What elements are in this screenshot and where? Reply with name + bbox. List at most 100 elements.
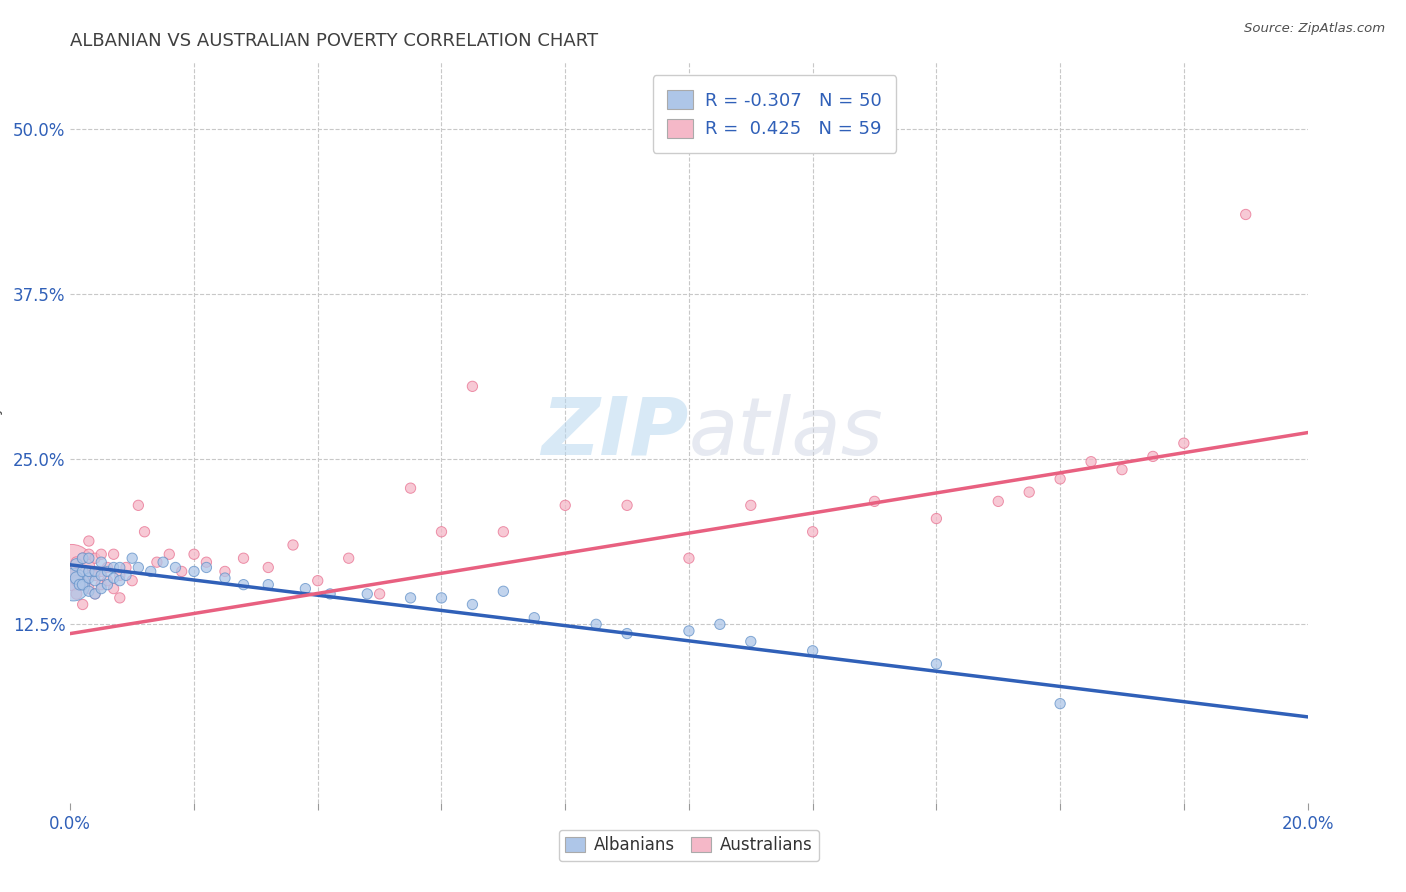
- Point: [337, 551, 360, 566]
- Point: [294, 582, 316, 596]
- Point: [356, 587, 378, 601]
- Point: [77, 565, 100, 579]
- Point: [121, 551, 143, 566]
- Point: [585, 617, 607, 632]
- Point: [195, 555, 218, 569]
- Point: [1234, 207, 1257, 221]
- Point: [165, 560, 187, 574]
- Point: [139, 565, 162, 579]
- Point: [108, 568, 131, 582]
- Point: [307, 574, 329, 588]
- Point: [257, 560, 280, 574]
- Point: [554, 499, 576, 513]
- Y-axis label: Poverty: Poverty: [44, 403, 59, 462]
- Point: [170, 565, 193, 579]
- Point: [60, 560, 83, 574]
- Point: [62, 577, 84, 591]
- Point: [90, 555, 112, 569]
- Point: [461, 379, 484, 393]
- Point: [399, 591, 422, 605]
- Point: [72, 577, 94, 591]
- Point: [678, 624, 700, 638]
- Point: [430, 524, 453, 539]
- Point: [65, 558, 87, 572]
- Point: [65, 574, 87, 588]
- Point: [1173, 436, 1195, 450]
- Point: [84, 587, 107, 601]
- Point: [96, 560, 118, 574]
- Point: [65, 571, 87, 585]
- Point: [492, 584, 515, 599]
- Point: [616, 626, 638, 640]
- Text: atlas: atlas: [689, 393, 884, 472]
- Point: [801, 644, 824, 658]
- Point: [103, 547, 125, 561]
- Point: [77, 571, 100, 585]
- Point: [195, 560, 218, 574]
- Point: [69, 577, 91, 591]
- Point: [77, 582, 100, 596]
- Point: [461, 598, 484, 612]
- Point: [90, 547, 112, 561]
- Point: [146, 555, 169, 569]
- Point: [90, 582, 112, 596]
- Point: [108, 574, 131, 588]
- Point: [1111, 462, 1133, 476]
- Point: [232, 577, 254, 591]
- Point: [152, 555, 174, 569]
- Point: [115, 560, 138, 574]
- Point: [90, 577, 112, 591]
- Point: [801, 524, 824, 539]
- Point: [319, 587, 342, 601]
- Point: [709, 617, 731, 632]
- Point: [127, 499, 149, 513]
- Point: [96, 565, 118, 579]
- Point: [523, 611, 546, 625]
- Point: [399, 481, 422, 495]
- Point: [84, 568, 107, 582]
- Point: [77, 547, 100, 561]
- Point: [84, 551, 107, 566]
- Point: [96, 574, 118, 588]
- Point: [77, 568, 100, 582]
- Point: [65, 555, 87, 569]
- Point: [678, 551, 700, 566]
- Point: [103, 582, 125, 596]
- Point: [77, 551, 100, 566]
- Point: [183, 547, 205, 561]
- Point: [115, 568, 138, 582]
- Text: Source: ZipAtlas.com: Source: ZipAtlas.com: [1244, 22, 1385, 36]
- Point: [1018, 485, 1040, 500]
- Point: [127, 560, 149, 574]
- Point: [72, 551, 94, 566]
- Point: [1049, 697, 1071, 711]
- Point: [65, 587, 87, 601]
- Point: [134, 524, 156, 539]
- Text: ZIP: ZIP: [541, 393, 689, 472]
- Point: [77, 534, 100, 549]
- Text: ALBANIAN VS AUSTRALIAN POVERTY CORRELATION CHART: ALBANIAN VS AUSTRALIAN POVERTY CORRELATI…: [70, 32, 599, 50]
- Point: [84, 565, 107, 579]
- Point: [925, 511, 948, 525]
- Point: [108, 560, 131, 574]
- Point: [1142, 450, 1164, 464]
- Point: [430, 591, 453, 605]
- Point: [84, 587, 107, 601]
- Point: [72, 598, 94, 612]
- Point: [72, 577, 94, 591]
- Point: [257, 577, 280, 591]
- Y-axis label: Poverty: Poverty: [0, 403, 1, 462]
- Point: [1049, 472, 1071, 486]
- Point: [90, 568, 112, 582]
- Point: [84, 574, 107, 588]
- Point: [281, 538, 304, 552]
- Point: [90, 565, 112, 579]
- Point: [214, 565, 236, 579]
- Point: [72, 565, 94, 579]
- Point: [72, 551, 94, 566]
- Point: [740, 499, 762, 513]
- Point: [368, 587, 391, 601]
- Point: [108, 591, 131, 605]
- Point: [863, 494, 886, 508]
- Legend: Albanians, Australians: Albanians, Australians: [558, 830, 820, 861]
